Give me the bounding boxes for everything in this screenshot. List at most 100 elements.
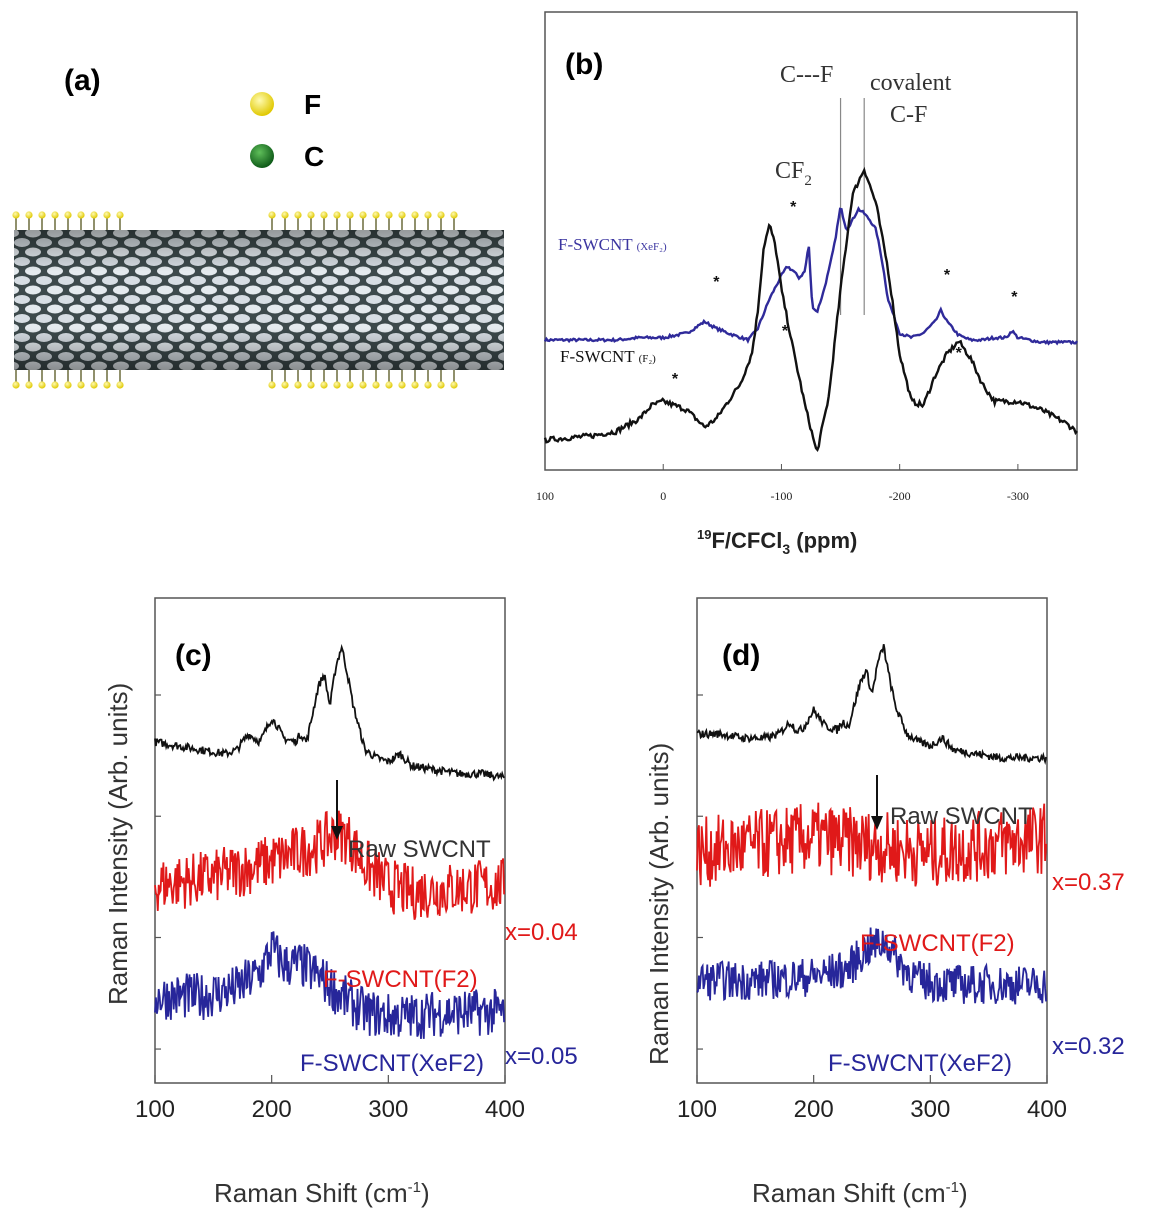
panel-c: (c) 100 200 300 400 Raw SWCNT F-SWCNT(F2) x… bbox=[103, 597, 578, 1208]
raman-series-2 bbox=[696, 927, 1047, 1005]
fluorine-atom bbox=[398, 381, 406, 389]
legend-f-label: F bbox=[304, 89, 321, 120]
fluorine-atom bbox=[90, 211, 98, 219]
fluorine-atom bbox=[359, 211, 367, 219]
raman-series-1 bbox=[154, 810, 505, 920]
panel-d-red-x: x=0.37 bbox=[1052, 869, 1125, 896]
star-marker: * bbox=[944, 267, 951, 284]
tick-label: 300 bbox=[368, 1096, 408, 1123]
panel-c-blue-label: F-SWCNT(XeF2) bbox=[300, 1050, 484, 1077]
fluorine-atom bbox=[333, 211, 341, 219]
panel-b: (b) * * * * * * * 100 0 -100 -200 -300 C---F coval… bbox=[536, 11, 1079, 557]
panel-d-spectra bbox=[696, 644, 1047, 1005]
star-marker: * bbox=[956, 345, 963, 362]
fluorine-atom-icon bbox=[250, 92, 274, 116]
fluorine-atom bbox=[25, 381, 33, 389]
carbon-atom-icon bbox=[250, 144, 274, 168]
annotation-c---f: C---F bbox=[780, 62, 833, 88]
raman-series-0 bbox=[696, 644, 1047, 765]
panel-c-red-label: F-SWCNT(F2) bbox=[323, 966, 478, 993]
fluorine-atom bbox=[51, 381, 59, 389]
series-label-xef2: F-SWCNT (XeF₂) bbox=[558, 235, 667, 254]
star-marker: * bbox=[672, 371, 679, 388]
star-marker: * bbox=[1011, 289, 1018, 306]
series-label-f2: F-SWCNT (F₂) bbox=[560, 347, 656, 366]
fluorine-atom bbox=[411, 381, 419, 389]
fluorine-atom bbox=[385, 211, 393, 219]
fluorine-atom bbox=[346, 381, 354, 389]
tick-label: 200 bbox=[794, 1096, 834, 1123]
fluorine-atom bbox=[25, 211, 33, 219]
panel-d: (d) 100 200 300 400 Raw SWCNT F-SWCNT(F2) x… bbox=[644, 597, 1125, 1208]
panel-b-xlabel: 19F/CFCl3 (ppm) bbox=[697, 527, 857, 557]
panel-b-xticks: 100 0 -100 -200 -300 bbox=[536, 464, 1029, 503]
fluorine-atom bbox=[64, 211, 72, 219]
panel-d-blue-x: x=0.32 bbox=[1052, 1033, 1125, 1060]
fluorine-atom bbox=[372, 211, 380, 219]
fluorine-atom bbox=[51, 211, 59, 219]
nmr-series-f2 bbox=[543, 166, 1078, 452]
raman-series-2 bbox=[154, 931, 505, 1039]
fluorine-atom bbox=[38, 381, 46, 389]
panel-c-ylabel: Raman Intensity (Arb. units) bbox=[103, 683, 133, 1005]
fluorine-atom bbox=[359, 381, 367, 389]
panel-d-ylabel: Raman Intensity (Arb. units) bbox=[644, 743, 674, 1065]
fluorine-atom bbox=[77, 381, 85, 389]
fluorine-atom bbox=[77, 211, 85, 219]
panel-b-frame bbox=[544, 11, 1078, 471]
tick-label: 300 bbox=[910, 1096, 950, 1123]
panel-c-raw-label: Raw SWCNT bbox=[348, 836, 491, 863]
nmr-series-xef2 bbox=[543, 205, 1079, 346]
panel-c-frame bbox=[154, 597, 506, 1084]
annotation-c-f: C-F bbox=[890, 102, 927, 128]
tick-label: 400 bbox=[1027, 1096, 1067, 1123]
fluorine-atom bbox=[12, 211, 20, 219]
peak-markers bbox=[839, 98, 865, 315]
fluorine-atom bbox=[437, 381, 445, 389]
fluorine-atom bbox=[307, 381, 315, 389]
panel-c-blue-x: x=0.05 bbox=[505, 1043, 578, 1070]
panel-d-xticks: 100 200 300 400 bbox=[677, 694, 1067, 1123]
annotation-covalent: covalent bbox=[870, 70, 952, 96]
tick-label: 400 bbox=[485, 1096, 525, 1123]
fluorine-atom bbox=[116, 211, 124, 219]
panel-b-label: (b) bbox=[565, 48, 603, 81]
panel-a: (a) F C bbox=[12, 64, 504, 389]
panel-d-red-label: F-SWCNT(F2) bbox=[860, 930, 1015, 957]
fluorine-atom bbox=[116, 381, 124, 389]
tick-label: -200 bbox=[889, 489, 911, 503]
star-marker: * bbox=[713, 274, 720, 291]
fluorine-atom bbox=[411, 211, 419, 219]
fluorine-atom bbox=[294, 211, 302, 219]
fluorine-atom bbox=[424, 381, 432, 389]
panel-c-xticks: 100 200 300 400 bbox=[135, 694, 525, 1123]
nmr-spectra: * * * * * * * bbox=[543, 166, 1079, 452]
tick-label: 200 bbox=[252, 1096, 292, 1123]
tick-label: -100 bbox=[770, 489, 792, 503]
tick-label: 100 bbox=[677, 1096, 717, 1123]
raman-series-1 bbox=[696, 802, 1047, 887]
panel-a-label: (a) bbox=[64, 64, 101, 97]
fluorine-atoms bbox=[12, 211, 458, 389]
panel-d-label: (d) bbox=[722, 639, 760, 672]
fluorine-atom bbox=[320, 381, 328, 389]
tick-label: 0 bbox=[660, 489, 666, 503]
fluorine-atom bbox=[12, 381, 20, 389]
fluorine-atom bbox=[372, 381, 380, 389]
raman-series-0 bbox=[154, 643, 505, 782]
fluorine-atom bbox=[346, 211, 354, 219]
fluorine-atom bbox=[450, 381, 458, 389]
fluorine-atom bbox=[320, 211, 328, 219]
fluorine-atom bbox=[385, 381, 393, 389]
panel-c-red-x: x=0.04 bbox=[505, 919, 578, 946]
fluorine-atom bbox=[64, 381, 72, 389]
panel-d-blue-label: F-SWCNT(XeF2) bbox=[828, 1050, 1012, 1077]
star-marker: * bbox=[782, 323, 789, 340]
raw-arrow-d bbox=[871, 775, 883, 830]
legend-c-label: C bbox=[304, 141, 324, 172]
fluorine-atom bbox=[38, 211, 46, 219]
panel-c-xlabel: Raman Shift (cm-1) bbox=[214, 1178, 430, 1208]
fluorine-atom bbox=[268, 381, 276, 389]
raw-arrow-c bbox=[331, 780, 343, 840]
fluorine-atom bbox=[437, 211, 445, 219]
